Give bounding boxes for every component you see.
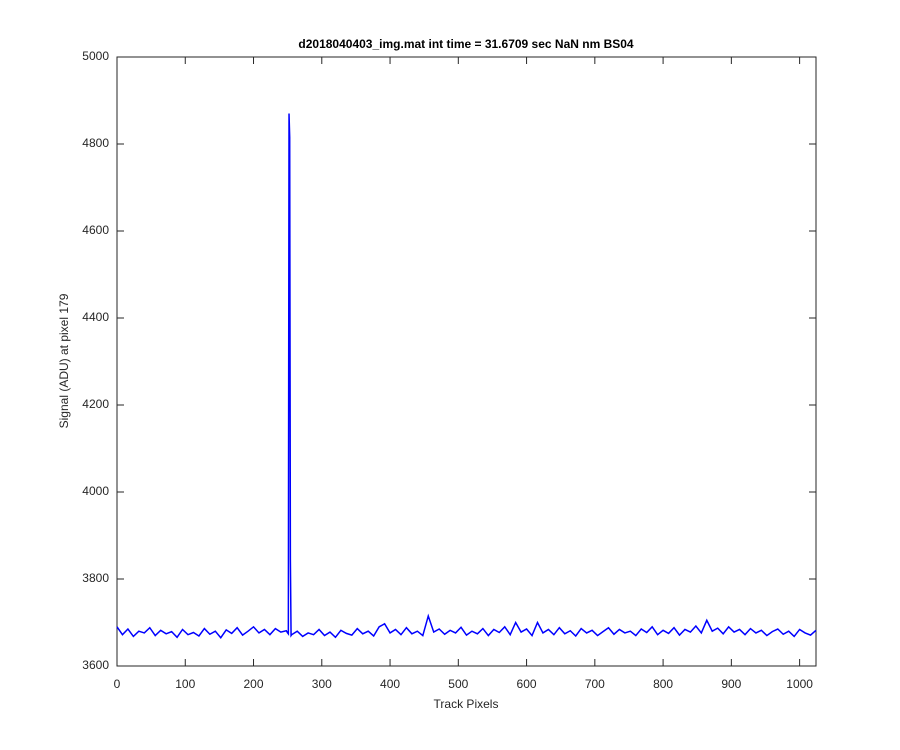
- y-tick-label: 4000: [82, 484, 109, 498]
- x-tick-label: 600: [517, 677, 537, 691]
- x-tick-label: 200: [244, 677, 264, 691]
- x-tick-label: 100: [175, 677, 195, 691]
- plot-frame: [116, 56, 817, 667]
- y-tick-label: 4400: [82, 310, 109, 324]
- x-tick-label: 500: [448, 677, 468, 691]
- y-tick-label: 4600: [82, 223, 109, 237]
- x-tick-label: 700: [585, 677, 605, 691]
- chart-title: d2018040403_img.mat int time = 31.6709 s…: [298, 37, 634, 51]
- x-tick-label: 300: [312, 677, 332, 691]
- y-tick-label: 5000: [82, 49, 109, 63]
- x-tick-label: 0: [114, 677, 121, 691]
- y-axis-label: Signal (ADU) at pixel 179: [57, 293, 71, 428]
- y-tick-label: 4800: [82, 136, 109, 150]
- x-tick-label: 1000: [786, 677, 813, 691]
- x-tick-label: 400: [380, 677, 400, 691]
- x-tick-label: 900: [721, 677, 741, 691]
- x-tick-label: 800: [653, 677, 673, 691]
- y-tick-label: 3800: [82, 571, 109, 585]
- data-line: [116, 113, 817, 639]
- x-axis-label: Track Pixels: [434, 697, 499, 711]
- y-tick-label: 3600: [82, 658, 109, 672]
- y-tick-label: 4200: [82, 397, 109, 411]
